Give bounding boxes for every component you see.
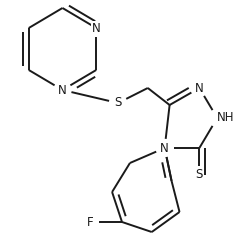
Text: F: F — [87, 215, 94, 228]
Text: N: N — [160, 142, 169, 154]
Text: N: N — [92, 22, 101, 35]
Text: S: S — [114, 97, 122, 109]
Text: N: N — [58, 83, 67, 97]
Text: N: N — [195, 82, 204, 94]
Text: NH: NH — [217, 112, 235, 124]
Text: S: S — [196, 168, 203, 182]
